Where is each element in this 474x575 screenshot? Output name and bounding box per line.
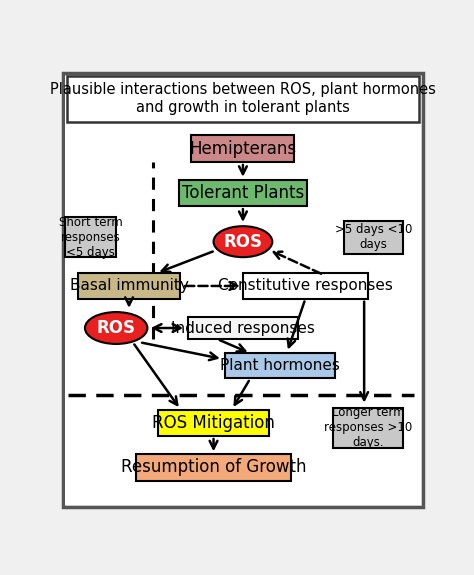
Text: Plausible interactions between ROS, plant hormones
and growth in tolerant plants: Plausible interactions between ROS, plan… xyxy=(50,82,436,115)
FancyBboxPatch shape xyxy=(179,179,307,206)
FancyBboxPatch shape xyxy=(243,273,368,299)
Text: >5 days <10
days: >5 days <10 days xyxy=(335,223,412,251)
Text: Tolerant Plants: Tolerant Plants xyxy=(182,184,304,202)
Text: Longer term
responses >10
days.: Longer term responses >10 days. xyxy=(324,406,412,449)
FancyBboxPatch shape xyxy=(65,76,421,505)
FancyBboxPatch shape xyxy=(191,136,294,162)
Text: Short term
responses
<5 days: Short term responses <5 days xyxy=(59,216,122,259)
Text: Plant hormones: Plant hormones xyxy=(220,358,339,373)
Text: Resumption of Growth: Resumption of Growth xyxy=(121,458,306,477)
Text: Induced responses: Induced responses xyxy=(171,320,315,335)
Ellipse shape xyxy=(213,226,272,257)
Text: Hemipterans: Hemipterans xyxy=(189,140,297,158)
Text: ROS: ROS xyxy=(223,233,263,251)
Text: Basal immunity: Basal immunity xyxy=(70,278,189,293)
FancyBboxPatch shape xyxy=(65,217,116,257)
Text: Constitutive responses: Constitutive responses xyxy=(218,278,393,293)
Text: ROS Mitigation: ROS Mitigation xyxy=(152,414,275,432)
FancyBboxPatch shape xyxy=(137,454,291,481)
Text: ROS: ROS xyxy=(97,319,136,337)
FancyBboxPatch shape xyxy=(333,408,403,447)
Ellipse shape xyxy=(85,312,147,344)
FancyBboxPatch shape xyxy=(63,74,423,507)
FancyBboxPatch shape xyxy=(66,76,419,122)
FancyBboxPatch shape xyxy=(188,317,298,339)
FancyBboxPatch shape xyxy=(225,353,335,378)
FancyBboxPatch shape xyxy=(78,273,181,299)
FancyBboxPatch shape xyxy=(158,411,269,436)
FancyBboxPatch shape xyxy=(344,221,403,254)
